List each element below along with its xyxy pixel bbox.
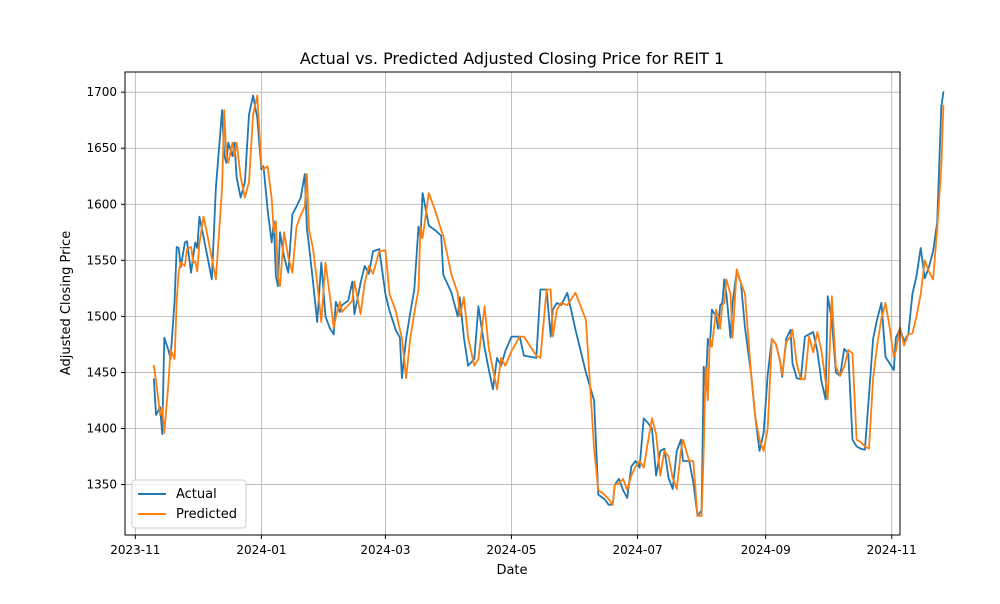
x-tick-label: 2024-07 xyxy=(612,543,662,557)
y-tick-label: 1500 xyxy=(86,309,117,323)
legend: Actual Predicted xyxy=(131,479,247,529)
x-axis: 2023-11 2024-01 2024-03 2024-05 2024-07 2024-… xyxy=(110,535,917,557)
y-axis-label: Adjusted Closing Price xyxy=(59,231,74,375)
y-tick-label: 1600 xyxy=(86,197,117,211)
chart-title: Actual vs. Predicted Adjusted Closing Pr… xyxy=(300,49,724,68)
x-axis-label: Date xyxy=(496,563,527,578)
y-tick-label: 1350 xyxy=(86,478,117,492)
x-tick-label: 2024-03 xyxy=(360,543,410,557)
y-axis: 1350 1400 1450 1500 1550 1600 1650 1700 xyxy=(86,85,125,492)
y-tick-label: 1700 xyxy=(86,85,117,99)
legend-label-actual: Actual xyxy=(176,487,217,502)
plot-frame xyxy=(124,71,901,536)
y-tick-label: 1450 xyxy=(86,365,117,379)
x-tick-label: 2024-05 xyxy=(486,543,536,557)
y-tick-label: 1550 xyxy=(86,253,117,267)
legend-box xyxy=(131,479,247,529)
x-tick-label: 2024-11 xyxy=(867,543,917,557)
series-group xyxy=(152,91,945,517)
x-tick-label: 2024-01 xyxy=(236,543,286,557)
y-tick-label: 1650 xyxy=(86,141,117,155)
series-line-predicted xyxy=(152,94,945,517)
legend-label-predicted: Predicted xyxy=(176,507,237,522)
x-tick-label: 2023-11 xyxy=(110,543,160,557)
y-tick-label: 1400 xyxy=(86,421,117,435)
x-tick-label: 2024-09 xyxy=(741,543,791,557)
